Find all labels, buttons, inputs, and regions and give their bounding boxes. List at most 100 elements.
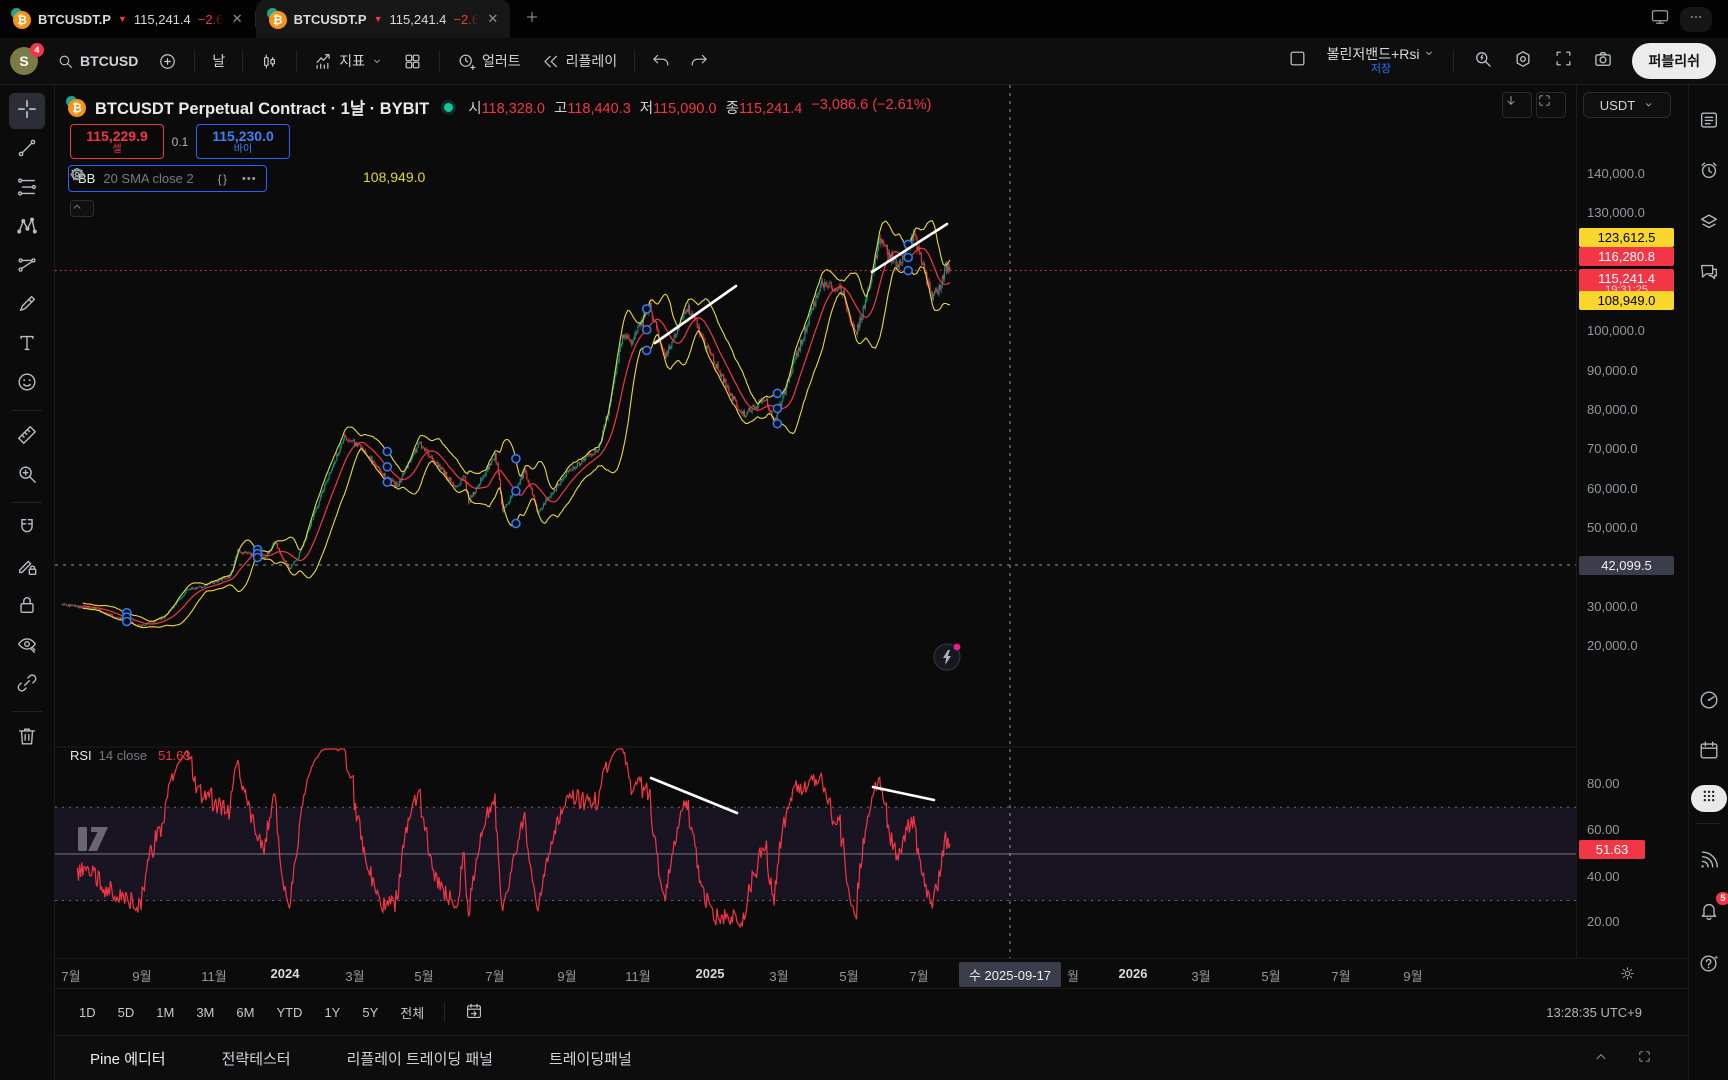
- layout-name-button[interactable]: 볼린저밴드+Rsi 저장: [1321, 45, 1442, 77]
- price-rsi-canvas[interactable]: [55, 85, 1576, 958]
- range-1d-button[interactable]: 1D: [69, 1000, 106, 1025]
- close-icon[interactable]: ✕: [487, 11, 498, 27]
- redo-button[interactable]: [681, 47, 717, 75]
- bb-level-label: 108,949.0: [1579, 291, 1674, 310]
- monitor-icon[interactable]: [1650, 7, 1670, 32]
- range-6m-button[interactable]: 6M: [226, 1000, 264, 1025]
- undo-button[interactable]: [643, 47, 679, 75]
- currency-select[interactable]: USDT: [1583, 92, 1671, 118]
- bottom-tab[interactable]: 트레이딩패널: [549, 1048, 632, 1069]
- maximize-pane-button[interactable]: [1536, 92, 1566, 118]
- fullscreen-button[interactable]: [1546, 44, 1580, 78]
- sell-button[interactable]: 115,229.9셀: [70, 124, 164, 159]
- ruler-tool-button[interactable]: [9, 419, 45, 455]
- text-tool-tool-button[interactable]: [9, 327, 45, 363]
- chat-icon: [1698, 261, 1720, 288]
- bell-sidebar-button[interactable]: 5: [1692, 895, 1726, 929]
- rewind-icon: [541, 52, 560, 71]
- time-tick: 5월: [1261, 966, 1280, 985]
- bb-indicator-row[interactable]: BB 20 SMA close 2 { } •••: [68, 165, 267, 192]
- time-tick: 3월: [769, 966, 788, 985]
- maximize-panel-icon[interactable]: [1637, 1049, 1652, 1068]
- trash-tool-button[interactable]: [9, 720, 45, 756]
- close-icon[interactable]: ✕: [232, 11, 243, 27]
- lock-tool-button[interactable]: [9, 589, 45, 625]
- alert-clock-icon: [457, 52, 476, 71]
- time-axis[interactable]: 7월9월11월20243월5월7월9월11월20253월5월7월월20263월5…: [55, 958, 1688, 988]
- goto-date-button[interactable]: [455, 997, 493, 1028]
- bb-value: 108,949.0: [363, 169, 425, 185]
- bottom-tab[interactable]: 전략테스터: [222, 1048, 291, 1069]
- price-scale[interactable]: USDT 140,000.0130,000.0100,000.090,000.0…: [1576, 85, 1688, 958]
- save-layout-link[interactable]: 저장: [1371, 63, 1391, 75]
- projection-tool-button[interactable]: [9, 249, 45, 285]
- fib-tool-button[interactable]: [9, 171, 45, 207]
- help-sidebar-button[interactable]: [1692, 948, 1726, 982]
- symbol-search-button[interactable]: BTCUSD: [48, 48, 147, 75]
- bottom-tab[interactable]: 리플레이 트레이딩 패널: [347, 1048, 493, 1069]
- link-tool-button[interactable]: [9, 667, 45, 703]
- replay-button[interactable]: 리플레이: [532, 46, 627, 76]
- range-1y-button[interactable]: 1Y: [314, 1000, 350, 1025]
- chart-pane[interactable]: BTCUSDT Perpetual Contract · 1날 · BYBIT …: [55, 85, 1576, 958]
- server-clock[interactable]: 13:28:35 UTC+9: [1546, 1005, 1642, 1020]
- chevron-down-icon: [371, 55, 383, 67]
- rsi-value-label: 51.63: [1579, 840, 1645, 859]
- range-전체-button[interactable]: 전체: [390, 998, 434, 1027]
- chart-style-button[interactable]: [251, 47, 288, 76]
- calendar-sidebar-button[interactable]: [1692, 735, 1726, 769]
- crosshair-tool-button[interactable]: [9, 93, 45, 129]
- scroll-to-recent-button[interactable]: [1502, 92, 1532, 118]
- range-1m-button[interactable]: 1M: [146, 1000, 184, 1025]
- brush-tool-button[interactable]: [9, 288, 45, 324]
- axis-gear-icon[interactable]: [1615, 963, 1639, 987]
- apps-sidebar-button[interactable]: [1691, 785, 1727, 812]
- settings-button[interactable]: [1506, 44, 1540, 78]
- expand-panel-icon[interactable]: [1593, 1049, 1609, 1069]
- bottom-tab[interactable]: Pine 에디터: [90, 1048, 166, 1069]
- chat-sidebar-button[interactable]: [1692, 257, 1726, 291]
- market-status-icon[interactable]: [444, 103, 453, 112]
- time-tick: 11월: [201, 966, 226, 985]
- interval-button[interactable]: 날: [203, 46, 234, 76]
- rsi-indicator-row[interactable]: RSI 14 close 51.63: [70, 748, 191, 763]
- layout-select-button[interactable]: [1281, 44, 1315, 78]
- watchlist-sidebar-button[interactable]: [1692, 105, 1726, 139]
- range-5d-button[interactable]: 5D: [108, 1000, 145, 1025]
- magnet-tool-button[interactable]: [9, 511, 45, 547]
- signal-sidebar-button[interactable]: [1692, 845, 1726, 879]
- publish-button[interactable]: 퍼블리쉬: [1632, 43, 1716, 79]
- right-sidebar: 5: [1688, 85, 1728, 1080]
- range-3m-button[interactable]: 3M: [186, 1000, 224, 1025]
- xabcd-icon: [16, 215, 38, 242]
- snapshot-button[interactable]: [1586, 44, 1620, 78]
- down-triangle-icon: ▼: [118, 14, 127, 24]
- zoom-in-tool-button[interactable]: [9, 458, 45, 494]
- edit-lock-tool-button[interactable]: [9, 550, 45, 586]
- chart-tab-active[interactable]: BTCUSDT.P ▼ 115,241.4 −2.61% ✕: [256, 0, 511, 38]
- indicators-button[interactable]: 지표: [305, 46, 392, 76]
- more-menu-button[interactable]: [1680, 7, 1712, 32]
- symbol-title[interactable]: BTCUSDT Perpetual Contract · 1날 · BYBIT: [95, 95, 429, 119]
- range-ytd-button[interactable]: YTD: [266, 1000, 312, 1025]
- range-5y-button[interactable]: 5Y: [352, 1000, 388, 1025]
- lock-icon: [16, 594, 38, 621]
- emoji-tool-button[interactable]: [9, 366, 45, 402]
- xabcd-tool-button[interactable]: [9, 210, 45, 246]
- user-avatar[interactable]: S 4: [10, 47, 38, 75]
- source-code-icon[interactable]: { }: [218, 172, 226, 186]
- eye-off-tool-button[interactable]: [9, 628, 45, 664]
- compare-add-button[interactable]: [149, 47, 186, 76]
- more-dots-icon[interactable]: •••: [242, 173, 257, 185]
- alarm-sidebar-button[interactable]: [1692, 155, 1726, 189]
- chart-tab-inactive[interactable]: BTCUSDT.P ▼ 115,241.4 −2.61% ✕: [0, 0, 255, 38]
- buy-button[interactable]: 115,230.0바이: [196, 124, 290, 159]
- alert-button[interactable]: 얼러트: [448, 46, 530, 76]
- layers-sidebar-button[interactable]: [1692, 207, 1726, 241]
- new-tab-button[interactable]: [510, 0, 554, 38]
- trendline-tool-button[interactable]: [9, 132, 45, 168]
- collapse-legend-button[interactable]: [70, 200, 94, 217]
- quick-search-button[interactable]: [1466, 44, 1500, 78]
- templates-button[interactable]: [394, 47, 431, 76]
- scanner-sidebar-button[interactable]: [1692, 685, 1726, 719]
